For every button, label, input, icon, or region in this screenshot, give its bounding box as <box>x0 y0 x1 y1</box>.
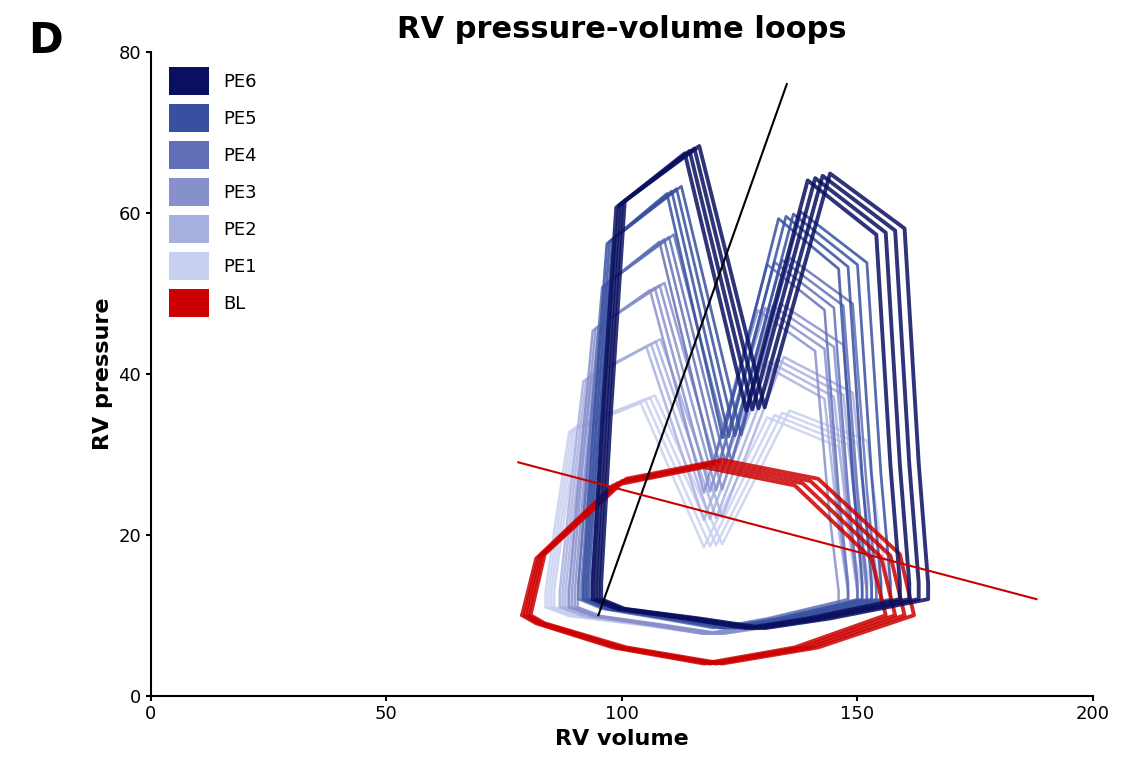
Legend: PE6, PE5, PE4, PE3, PE2, PE1, BL: PE6, PE5, PE4, PE3, PE2, PE1, BL <box>169 67 258 317</box>
Title: RV pressure-volume loops: RV pressure-volume loops <box>397 15 847 44</box>
Y-axis label: RV pressure: RV pressure <box>93 297 112 450</box>
Text: D: D <box>28 20 63 62</box>
X-axis label: RV volume: RV volume <box>555 729 688 749</box>
